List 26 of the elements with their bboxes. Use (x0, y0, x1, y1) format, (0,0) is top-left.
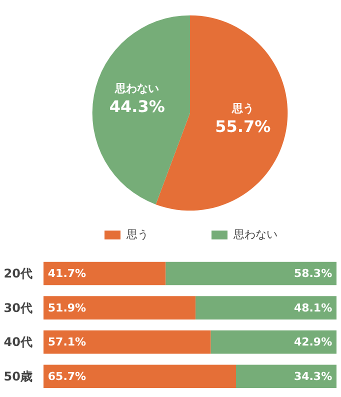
bar (236, 364, 336, 388)
legend-label: 思う (126, 227, 148, 242)
y-tick-label: 40代 (4, 335, 33, 350)
data-label: 55.7% (215, 116, 271, 136)
data-label: 41.7% (48, 267, 86, 280)
bar (210, 330, 336, 354)
bar (196, 296, 336, 320)
data-label: 48.1% (294, 301, 332, 314)
data-label: 34.3% (294, 370, 332, 383)
data-label: 42.9% (294, 336, 332, 349)
data-label: 44.3% (109, 96, 165, 116)
bar (44, 364, 236, 388)
data-label: 58.3% (294, 267, 332, 280)
bar (44, 262, 166, 286)
data-label: 51.9% (48, 301, 86, 314)
bar (44, 296, 196, 320)
bar (166, 262, 336, 286)
bar (44, 330, 211, 354)
y-tick-label: 30代 (4, 300, 33, 315)
slice-label: 思わない (114, 82, 160, 95)
legend-label: 思わない (234, 227, 278, 242)
slice-label: 思う (230, 102, 254, 115)
y-tick-label: 20代 (4, 266, 33, 280)
data-label: 57.1% (48, 336, 86, 349)
data-label: 65.7% (48, 370, 86, 383)
y-tick-label: 50歳 (4, 369, 33, 384)
